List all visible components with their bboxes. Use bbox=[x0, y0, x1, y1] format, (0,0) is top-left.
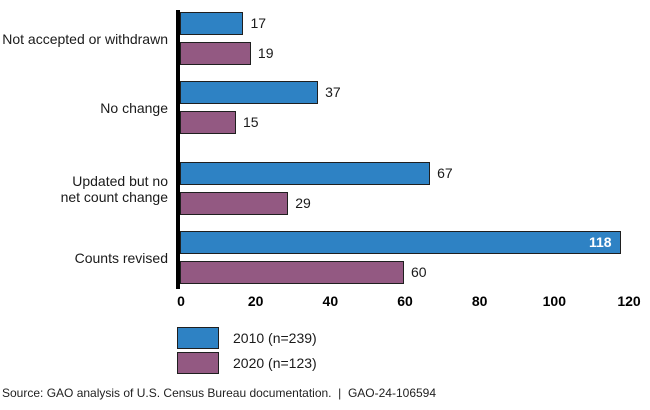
value-label-2020-1: 15 bbox=[243, 114, 259, 130]
bar-2010-3 bbox=[180, 231, 621, 254]
x-tick-40: 40 bbox=[322, 293, 339, 309]
legend-swatch-2010 bbox=[177, 327, 219, 349]
source-note: Source: GAO analysis of U.S. Census Bure… bbox=[2, 386, 437, 400]
x-tick-120: 120 bbox=[617, 293, 641, 309]
bar-2020-3 bbox=[180, 261, 404, 284]
x-tick-60: 60 bbox=[397, 293, 413, 309]
x-tick-0: 0 bbox=[177, 293, 185, 309]
bar-2010-2 bbox=[180, 162, 431, 185]
bar-2020-0 bbox=[180, 42, 251, 65]
x-tick-80: 80 bbox=[471, 293, 488, 309]
x-tick-100: 100 bbox=[542, 293, 566, 309]
legend-swatch-2020 bbox=[177, 352, 219, 374]
x-tick-20: 20 bbox=[247, 293, 264, 309]
category-label-3: Counts revised bbox=[74, 249, 168, 266]
bar-2010-0 bbox=[180, 12, 244, 35]
category-label-0: Not accepted or withdrawn bbox=[2, 30, 168, 47]
value-label-2010-2: 67 bbox=[437, 165, 453, 181]
value-label-2020-2: 29 bbox=[295, 195, 311, 211]
bar-2010-1 bbox=[180, 81, 319, 104]
value-label-2010-0: 17 bbox=[250, 15, 267, 31]
bar-2020-2 bbox=[180, 192, 289, 215]
category-label-1: No change bbox=[100, 99, 168, 116]
value-label-2010-3: 118 bbox=[588, 234, 612, 250]
legend-label-2010: 2010 (n=239) bbox=[233, 330, 317, 346]
legend-label-2020: 2020 (n=123) bbox=[233, 355, 317, 371]
category-label-2: Updated but no net count change bbox=[60, 172, 168, 205]
value-label-2010-1: 37 bbox=[325, 84, 341, 100]
bar-2020-1 bbox=[180, 111, 236, 134]
y-axis-line bbox=[176, 10, 180, 289]
value-label-2020-0: 19 bbox=[257, 45, 274, 61]
value-label-2020-3: 60 bbox=[411, 264, 427, 280]
